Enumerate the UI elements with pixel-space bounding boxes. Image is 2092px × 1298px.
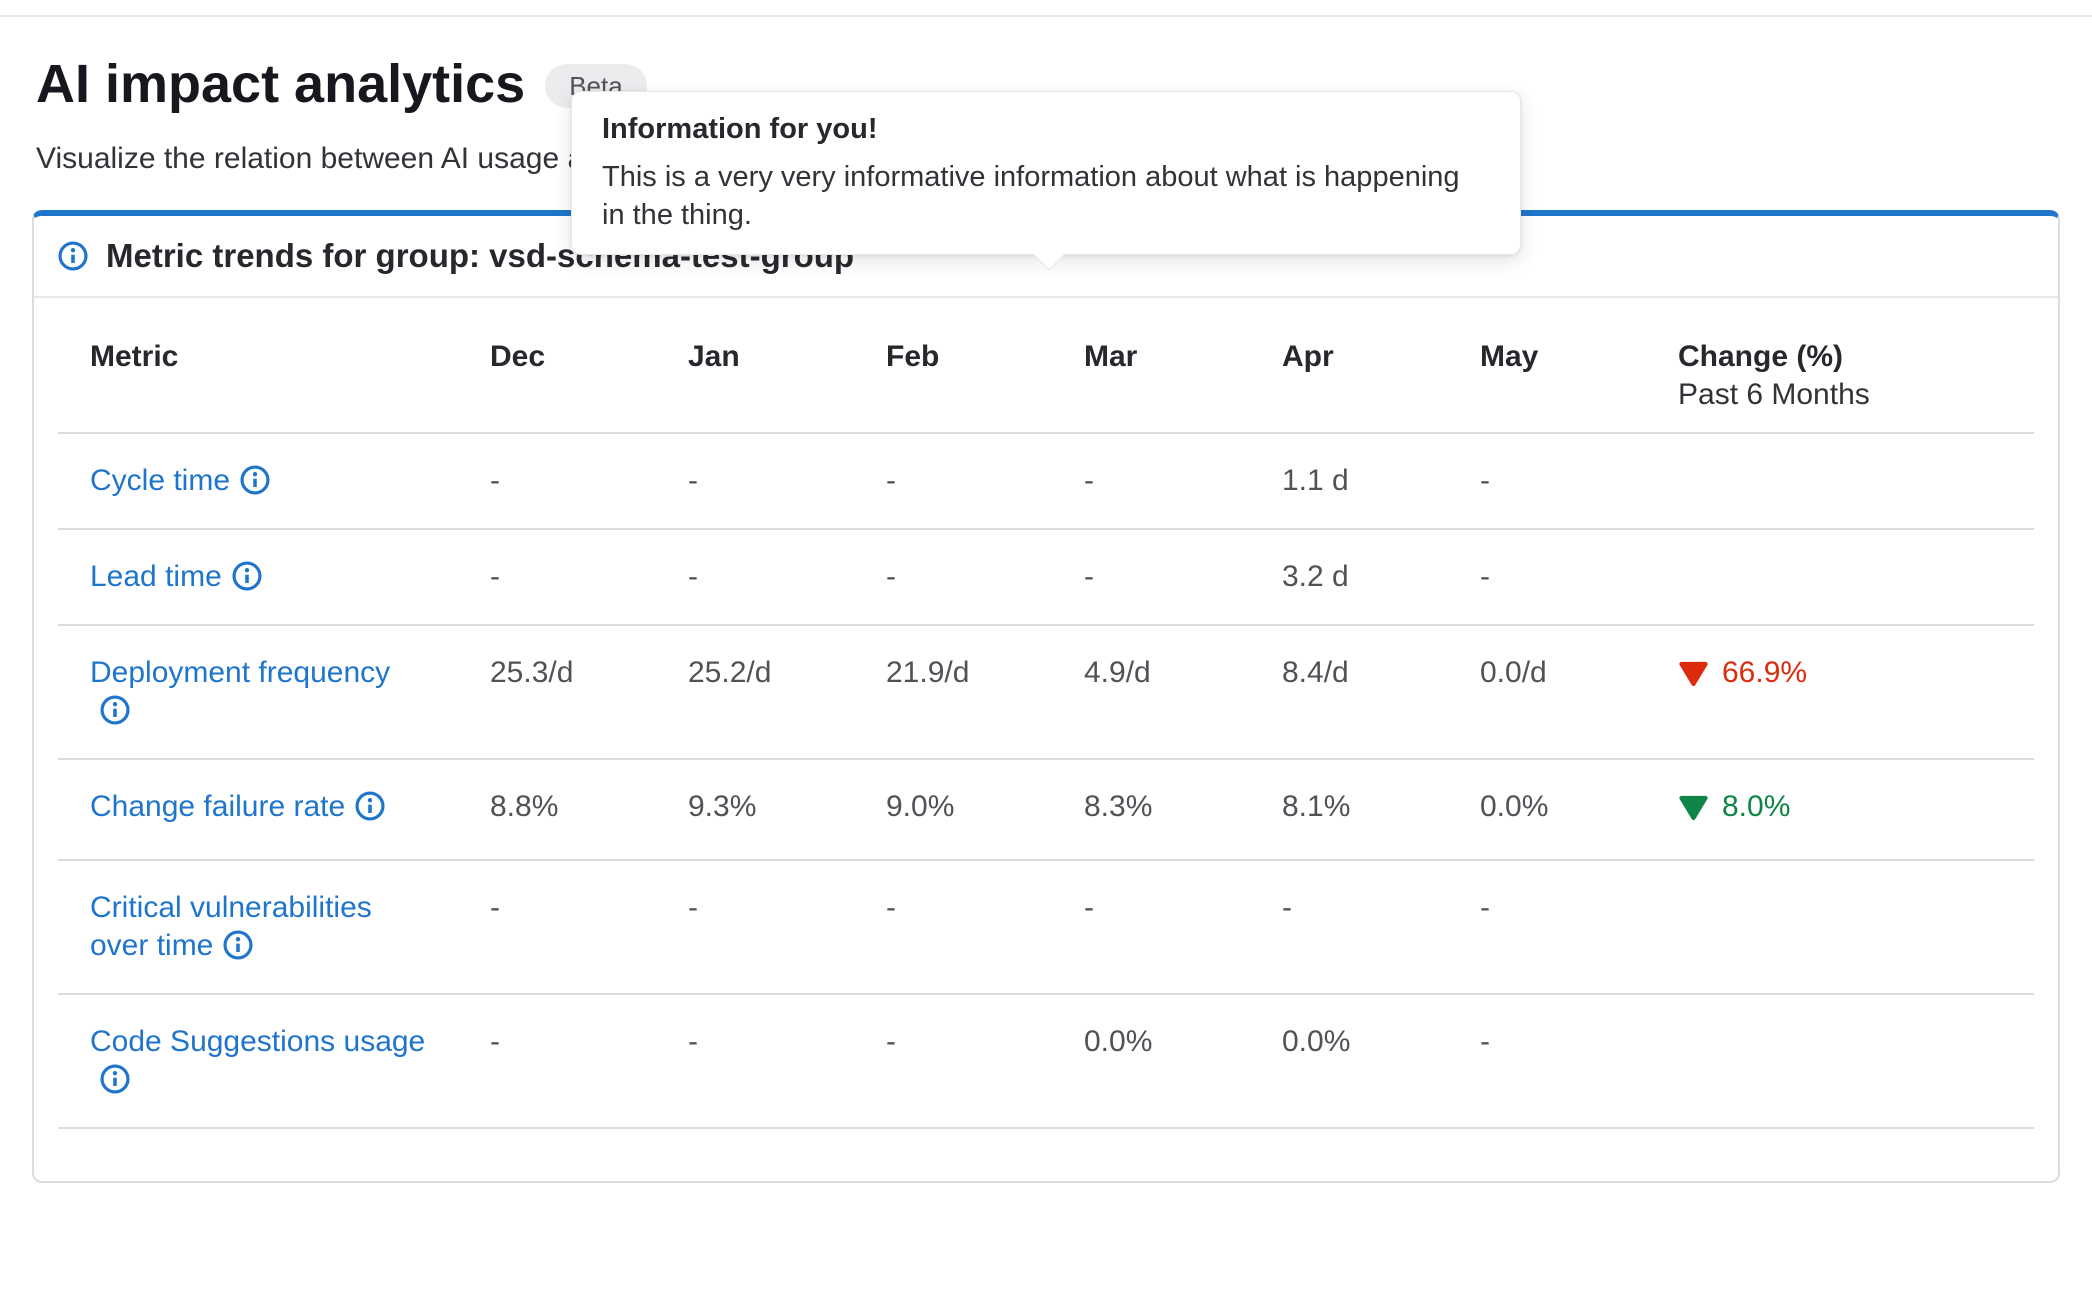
column-header-dec: Dec	[490, 340, 546, 373]
value-cell: -	[688, 464, 698, 497]
value-cell: -	[1084, 560, 1094, 593]
value-cell: 25.3/d	[490, 656, 574, 689]
value-cell: 8.8%	[490, 790, 559, 823]
table-row: Change failure rate 8.8% 9.3% 9.0% 8.3% …	[58, 759, 2034, 860]
card-body: Metric Dec Jan Feb Mar Apr May Change (%…	[34, 298, 2058, 1181]
value-cell: -	[1084, 464, 1094, 497]
metric-cell: Critical vulnerabilities over time	[58, 860, 458, 994]
column-header-apr: Apr	[1282, 340, 1334, 373]
value-cell: -	[688, 890, 698, 924]
column-header-feb: Feb	[886, 340, 940, 373]
column-header-jan: Jan	[688, 340, 740, 373]
value-cell: 9.0%	[886, 790, 955, 823]
value-cell: 21.9/d	[886, 656, 970, 689]
page-title: AI impact analytics	[36, 54, 526, 114]
value-cell: -	[1282, 890, 1292, 924]
value-cell: 8.1%	[1282, 790, 1351, 823]
change-cell	[1646, 529, 2034, 625]
value-cell: 25.2/d	[688, 656, 772, 689]
table-row: Deployment frequency 25.3/d 25.2/d 21.9/…	[58, 625, 2034, 759]
information-icon[interactable]	[355, 791, 385, 821]
metric-link-cycle-time[interactable]: Cycle time	[90, 464, 231, 497]
table-row: Critical vulnerabilities over time - - -…	[58, 860, 2034, 994]
metric-link-lead-time[interactable]: Lead time	[90, 560, 222, 593]
value-cell: 8.4/d	[1282, 656, 1349, 689]
popover-title: Information for you!	[602, 113, 878, 145]
change-header-sublabel: Past 6 Months	[1678, 378, 1870, 411]
value-cell: 0.0%	[1084, 1024, 1153, 1058]
metric-link-change-failure-rate[interactable]: Change failure rate	[90, 790, 346, 823]
value-cell: -	[490, 1024, 500, 1058]
change-cell	[1646, 860, 2034, 994]
value-cell: 3.2 d	[1282, 560, 1349, 593]
trend-indicator-positive: 8.0%	[1678, 788, 1790, 826]
change-header-label: Change (%)	[1678, 340, 1843, 373]
metric-cell: Lead time	[58, 529, 458, 625]
value-cell: 8.3%	[1084, 790, 1153, 823]
metric-cell: Change failure rate	[58, 759, 458, 860]
value-cell: 0.0%	[1282, 1024, 1351, 1058]
change-cell	[1646, 433, 2034, 529]
triangle-down-icon	[1679, 795, 1708, 820]
value-cell: -	[688, 560, 698, 593]
info-popover: Information for you! This is a very very…	[571, 91, 1521, 271]
value-cell: -	[1480, 890, 1490, 924]
value-cell: -	[886, 890, 896, 924]
information-icon[interactable]	[223, 929, 253, 960]
page-top-divider	[0, 15, 2092, 17]
value-cell: -	[490, 464, 500, 497]
metric-link-deployment-frequency[interactable]: Deployment frequency	[90, 656, 391, 689]
table-row: Lead time - - - - 3.2 d -	[58, 529, 2034, 625]
value-cell: 0.0%	[1480, 790, 1549, 823]
metric-trends-card: Metric trends for group: vsd-schema-test…	[32, 210, 2060, 1183]
column-header-change: Change (%) Past 6 Months	[1646, 298, 2034, 433]
information-icon[interactable]	[100, 695, 130, 725]
metric-cell: Deployment frequency	[58, 625, 458, 759]
table-row: Cycle time - - - - 1.1 d -	[58, 433, 2034, 529]
trend-indicator-negative: 66.9%	[1678, 654, 1807, 692]
metrics-table: Metric Dec Jan Feb Mar Apr May Change (%…	[58, 298, 2034, 1129]
value-cell: -	[886, 1024, 896, 1058]
information-icon[interactable]	[240, 465, 270, 495]
column-header-mar: Mar	[1084, 340, 1138, 373]
metric-link-code-suggestions-usage[interactable]: Code Suggestions usage	[90, 1024, 426, 1058]
value-cell: -	[688, 1024, 698, 1058]
page-title-row: AI impact analytics Beta	[36, 0, 2060, 114]
value-cell: 4.9/d	[1084, 656, 1151, 689]
value-cell: -	[886, 560, 896, 593]
value-cell: -	[1480, 464, 1490, 497]
value-cell: -	[1480, 1024, 1490, 1058]
column-header-may: May	[1480, 340, 1539, 373]
value-cell: -	[490, 560, 500, 593]
change-cell: 8.0%	[1646, 759, 2034, 860]
metric-cell: Code Suggestions usage	[58, 994, 458, 1128]
information-icon[interactable]	[100, 1063, 130, 1094]
value-cell: -	[886, 464, 896, 497]
value-cell: -	[1480, 560, 1490, 593]
change-value: 8.0%	[1722, 790, 1791, 823]
table-header-row: Metric Dec Jan Feb Mar Apr May Change (%…	[58, 298, 2034, 433]
value-cell: 0.0/d	[1480, 656, 1547, 689]
page-description: Visualize the relation between AI usage …	[36, 142, 585, 175]
column-header-metric: Metric	[90, 340, 179, 373]
change-value: 66.9%	[1722, 656, 1808, 689]
value-cell: 1.1 d	[1282, 464, 1349, 497]
change-cell	[1646, 994, 2034, 1128]
information-icon[interactable]	[58, 241, 88, 271]
triangle-down-icon	[1679, 661, 1708, 686]
value-cell: 9.3%	[688, 790, 757, 823]
table-row: Code Suggestions usage - - - 0.0% 0.0% -	[58, 994, 2034, 1128]
metric-link-critical-vulnerabilities[interactable]: Critical vulnerabilities over time	[90, 890, 372, 962]
change-cell: 66.9%	[1646, 625, 2034, 759]
value-cell: -	[490, 890, 500, 924]
metric-cell: Cycle time	[58, 433, 458, 529]
information-icon[interactable]	[232, 561, 262, 591]
value-cell: -	[1084, 890, 1094, 924]
ai-impact-analytics-page: AI impact analytics Beta Visualize the r…	[32, 0, 2060, 1183]
popover-body: This is a very very informative informat…	[602, 161, 1460, 231]
